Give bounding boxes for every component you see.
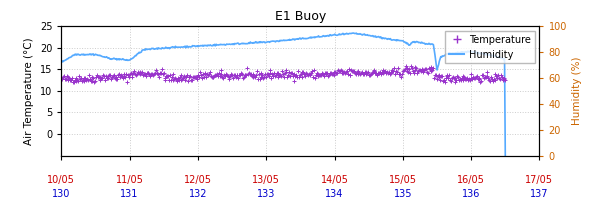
- Title: E1 Buoy: E1 Buoy: [275, 10, 326, 23]
- Text: 134: 134: [326, 189, 344, 199]
- Text: 135: 135: [394, 189, 412, 199]
- Legend: Temperature, Humidity: Temperature, Humidity: [446, 31, 535, 64]
- Text: 16/05: 16/05: [457, 175, 485, 185]
- Text: 132: 132: [189, 189, 207, 199]
- Text: 10/05: 10/05: [47, 175, 75, 185]
- Text: 136: 136: [462, 189, 481, 199]
- Text: 15/05: 15/05: [389, 175, 417, 185]
- Text: 133: 133: [257, 189, 275, 199]
- Text: 17/05: 17/05: [525, 175, 554, 185]
- Text: 14/05: 14/05: [321, 175, 348, 185]
- Text: 12/05: 12/05: [184, 175, 212, 185]
- Y-axis label: Humidity (%): Humidity (%): [573, 56, 582, 125]
- Text: 130: 130: [52, 189, 70, 199]
- Text: 131: 131: [120, 189, 139, 199]
- Text: 13/05: 13/05: [253, 175, 280, 185]
- Text: 137: 137: [530, 189, 549, 199]
- Y-axis label: Air Temperature (°C): Air Temperature (°C): [25, 37, 34, 145]
- Text: 11/05: 11/05: [116, 175, 143, 185]
